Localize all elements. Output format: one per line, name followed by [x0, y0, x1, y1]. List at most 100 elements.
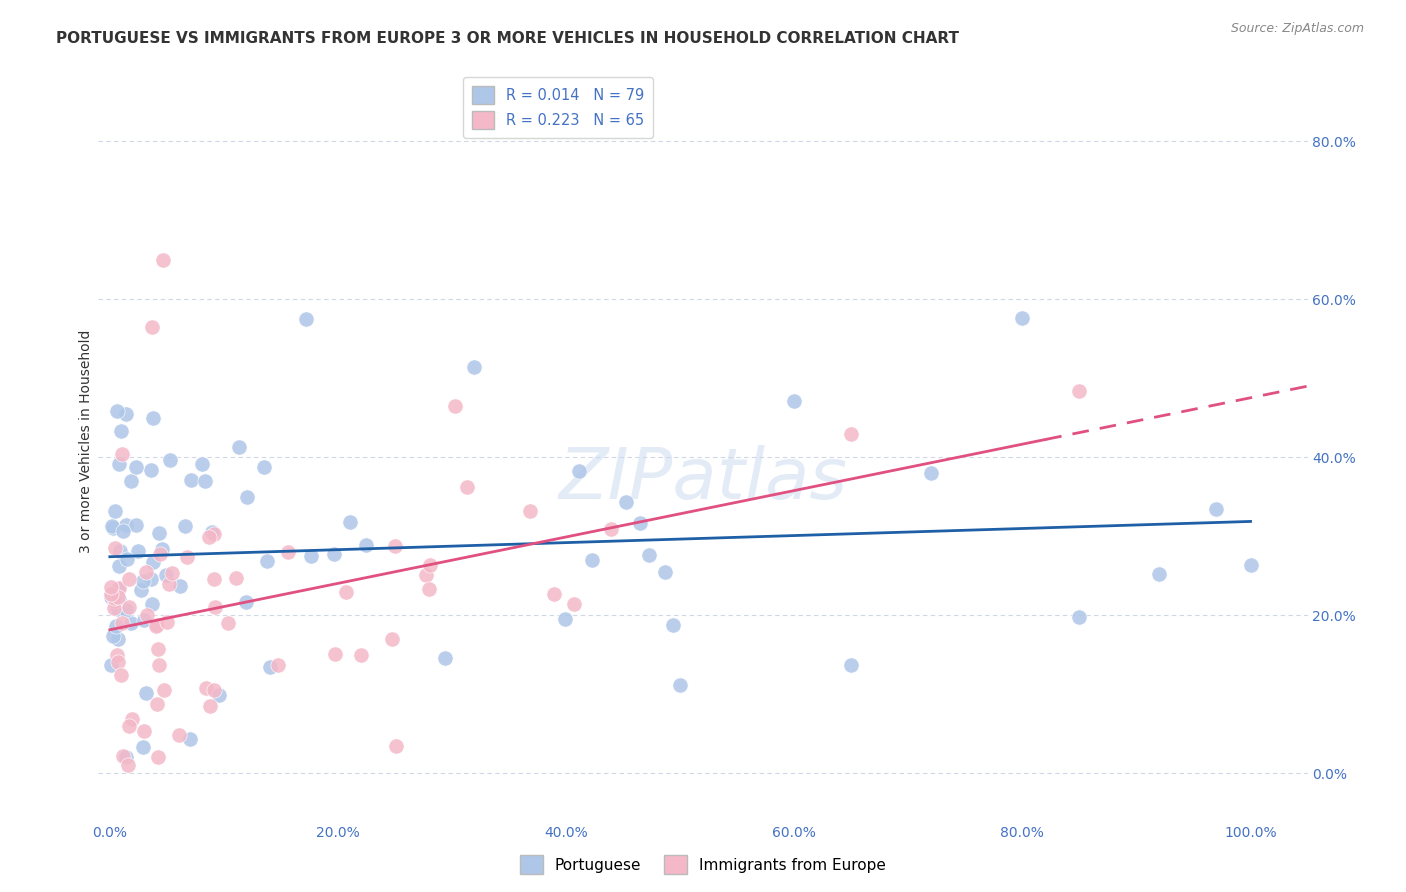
- Point: [299, 549, 322, 563]
- Point: [277, 545, 299, 559]
- Point: [628, 516, 651, 531]
- Point: [124, 517, 146, 532]
- Point: [141, 463, 163, 477]
- Point: [167, 728, 190, 742]
- Point: [236, 490, 259, 504]
- Point: [418, 582, 440, 596]
- Point: [100, 580, 122, 594]
- Point: [134, 724, 156, 739]
- Point: [112, 749, 135, 764]
- Point: [194, 475, 217, 489]
- Point: [350, 648, 373, 662]
- Point: [194, 681, 217, 695]
- Point: [107, 601, 129, 615]
- Point: [335, 584, 357, 599]
- Point: [132, 613, 155, 627]
- Point: [107, 582, 129, 596]
- Point: [146, 641, 169, 656]
- Point: [141, 411, 163, 425]
- Point: [208, 688, 231, 702]
- Point: [145, 698, 167, 712]
- Point: [162, 566, 184, 581]
- Point: [669, 678, 692, 692]
- Point: [127, 543, 149, 558]
- Point: [543, 587, 565, 601]
- Point: [202, 527, 225, 541]
- Text: Source: ZipAtlas.com: Source: ZipAtlas.com: [1230, 22, 1364, 36]
- Point: [108, 592, 131, 607]
- Point: [252, 460, 274, 475]
- Point: [554, 612, 576, 626]
- Point: [156, 615, 179, 629]
- Point: [180, 473, 202, 487]
- Point: [148, 658, 170, 673]
- Point: [1205, 502, 1227, 516]
- Point: [110, 668, 132, 682]
- Point: [176, 549, 198, 564]
- Point: [157, 576, 180, 591]
- Point: [614, 495, 637, 509]
- Point: [568, 464, 591, 478]
- Point: [174, 519, 197, 533]
- Point: [1239, 558, 1261, 572]
- Point: [259, 660, 281, 674]
- Legend: Portuguese, Immigrants from Europe: Portuguese, Immigrants from Europe: [513, 849, 893, 880]
- Point: [104, 619, 127, 633]
- Point: [783, 394, 806, 409]
- Point: [125, 460, 148, 475]
- Point: [103, 504, 125, 518]
- Point: [202, 682, 225, 697]
- Point: [256, 554, 278, 568]
- Point: [384, 539, 406, 553]
- Point: [381, 632, 404, 646]
- Point: [112, 524, 135, 539]
- Point: [103, 591, 125, 605]
- Point: [415, 568, 437, 582]
- Point: [662, 618, 685, 632]
- Point: [132, 740, 155, 755]
- Point: [111, 447, 134, 461]
- Point: [118, 719, 141, 733]
- Point: [148, 526, 170, 541]
- Point: [152, 541, 174, 556]
- Point: [121, 713, 143, 727]
- Point: [145, 619, 167, 633]
- Point: [235, 595, 257, 609]
- Point: [104, 593, 127, 607]
- Point: [155, 568, 177, 582]
- Point: [132, 574, 155, 588]
- Point: [108, 458, 131, 472]
- Point: [118, 600, 141, 615]
- Point: [638, 548, 661, 562]
- Point: [920, 467, 942, 481]
- Point: [101, 519, 124, 533]
- Point: [108, 559, 131, 574]
- Point: [267, 658, 290, 673]
- Point: [1069, 384, 1091, 398]
- Point: [152, 683, 174, 698]
- Text: ZIPatlas: ZIPatlas: [558, 445, 848, 514]
- Point: [463, 360, 485, 375]
- Point: [135, 686, 157, 700]
- Text: PORTUGUESE VS IMMIGRANTS FROM EUROPE 3 OR MORE VEHICLES IN HOUSEHOLD CORRELATION: PORTUGUESE VS IMMIGRANTS FROM EUROPE 3 O…: [56, 31, 959, 46]
- Point: [562, 598, 585, 612]
- Point: [105, 404, 128, 418]
- Y-axis label: 3 or more Vehicles in Household: 3 or more Vehicles in Household: [79, 330, 93, 553]
- Point: [115, 518, 138, 533]
- Point: [519, 504, 541, 518]
- Point: [323, 647, 346, 661]
- Point: [100, 587, 122, 601]
- Point: [198, 530, 221, 544]
- Point: [101, 629, 124, 643]
- Point: [444, 399, 467, 413]
- Point: [111, 615, 134, 630]
- Point: [107, 581, 129, 595]
- Point: [103, 600, 125, 615]
- Point: [146, 750, 169, 764]
- Point: [129, 582, 152, 597]
- Point: [115, 602, 138, 616]
- Point: [114, 407, 136, 421]
- Point: [104, 541, 127, 556]
- Point: [202, 572, 225, 586]
- Point: [295, 312, 318, 326]
